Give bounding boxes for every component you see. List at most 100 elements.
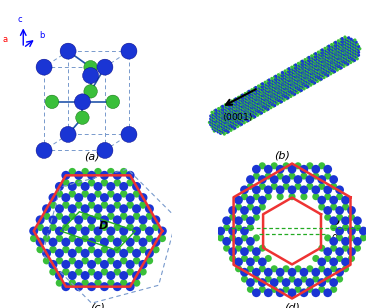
Circle shape: [323, 206, 332, 215]
Circle shape: [256, 102, 260, 105]
Circle shape: [101, 224, 108, 231]
Circle shape: [223, 129, 226, 133]
Circle shape: [244, 112, 247, 115]
Circle shape: [241, 214, 248, 221]
Circle shape: [253, 101, 256, 104]
Circle shape: [230, 105, 233, 109]
Circle shape: [212, 119, 215, 122]
Circle shape: [301, 76, 305, 79]
Circle shape: [310, 72, 313, 75]
Circle shape: [287, 79, 290, 82]
Circle shape: [258, 175, 267, 184]
Circle shape: [254, 101, 257, 104]
Circle shape: [343, 59, 346, 62]
Circle shape: [349, 47, 352, 50]
Circle shape: [315, 57, 318, 60]
Circle shape: [348, 47, 351, 51]
Circle shape: [266, 88, 269, 91]
Circle shape: [281, 85, 285, 88]
Circle shape: [280, 80, 283, 83]
Circle shape: [246, 114, 249, 117]
Circle shape: [230, 99, 234, 103]
Circle shape: [270, 286, 278, 293]
Circle shape: [282, 278, 290, 287]
Circle shape: [295, 68, 298, 72]
Circle shape: [252, 99, 256, 102]
Circle shape: [304, 78, 307, 81]
Circle shape: [256, 114, 259, 117]
Circle shape: [250, 106, 253, 109]
Circle shape: [56, 279, 63, 287]
Circle shape: [230, 108, 233, 111]
Circle shape: [329, 47, 332, 50]
Circle shape: [325, 63, 328, 66]
Circle shape: [244, 112, 247, 115]
Circle shape: [258, 92, 261, 95]
Circle shape: [306, 65, 309, 68]
Circle shape: [276, 83, 279, 86]
Circle shape: [294, 87, 297, 90]
Circle shape: [300, 74, 303, 78]
Circle shape: [152, 246, 160, 253]
Circle shape: [272, 82, 275, 85]
Circle shape: [106, 204, 115, 213]
Circle shape: [281, 88, 285, 91]
Circle shape: [285, 86, 289, 89]
Circle shape: [346, 48, 349, 52]
Circle shape: [250, 103, 253, 106]
Circle shape: [252, 110, 256, 113]
Circle shape: [348, 47, 352, 50]
Circle shape: [343, 50, 346, 53]
Circle shape: [235, 102, 239, 106]
Circle shape: [322, 65, 325, 68]
Circle shape: [250, 109, 253, 112]
Circle shape: [214, 114, 218, 117]
Circle shape: [220, 105, 223, 109]
Circle shape: [132, 271, 141, 280]
Circle shape: [315, 66, 318, 69]
Circle shape: [259, 162, 266, 169]
Circle shape: [286, 91, 289, 94]
Circle shape: [236, 102, 239, 105]
Circle shape: [257, 90, 260, 93]
Circle shape: [219, 123, 222, 126]
Circle shape: [348, 50, 352, 53]
Circle shape: [342, 45, 345, 48]
Circle shape: [304, 66, 307, 69]
Circle shape: [256, 90, 260, 94]
Circle shape: [287, 93, 290, 97]
Circle shape: [289, 72, 292, 75]
Circle shape: [262, 96, 265, 99]
Circle shape: [251, 111, 254, 114]
Circle shape: [211, 116, 214, 120]
Circle shape: [328, 55, 331, 59]
Circle shape: [239, 124, 242, 127]
Circle shape: [285, 75, 288, 78]
Circle shape: [120, 235, 127, 242]
Circle shape: [230, 111, 233, 115]
Circle shape: [340, 55, 343, 58]
Circle shape: [247, 113, 250, 116]
Circle shape: [228, 115, 231, 118]
Circle shape: [242, 99, 245, 102]
Circle shape: [222, 110, 226, 113]
Circle shape: [287, 96, 290, 99]
Circle shape: [288, 90, 291, 93]
Circle shape: [229, 118, 232, 121]
Circle shape: [254, 98, 257, 101]
Circle shape: [236, 110, 240, 114]
Circle shape: [299, 90, 302, 93]
Circle shape: [250, 111, 254, 114]
Circle shape: [333, 64, 336, 67]
Circle shape: [319, 61, 322, 64]
Circle shape: [251, 102, 254, 105]
Circle shape: [261, 82, 264, 85]
Circle shape: [250, 105, 254, 108]
Circle shape: [82, 279, 89, 287]
Circle shape: [252, 101, 256, 104]
Circle shape: [349, 49, 352, 53]
Circle shape: [331, 54, 334, 57]
Circle shape: [230, 123, 233, 126]
Circle shape: [319, 58, 322, 61]
Circle shape: [241, 110, 245, 114]
